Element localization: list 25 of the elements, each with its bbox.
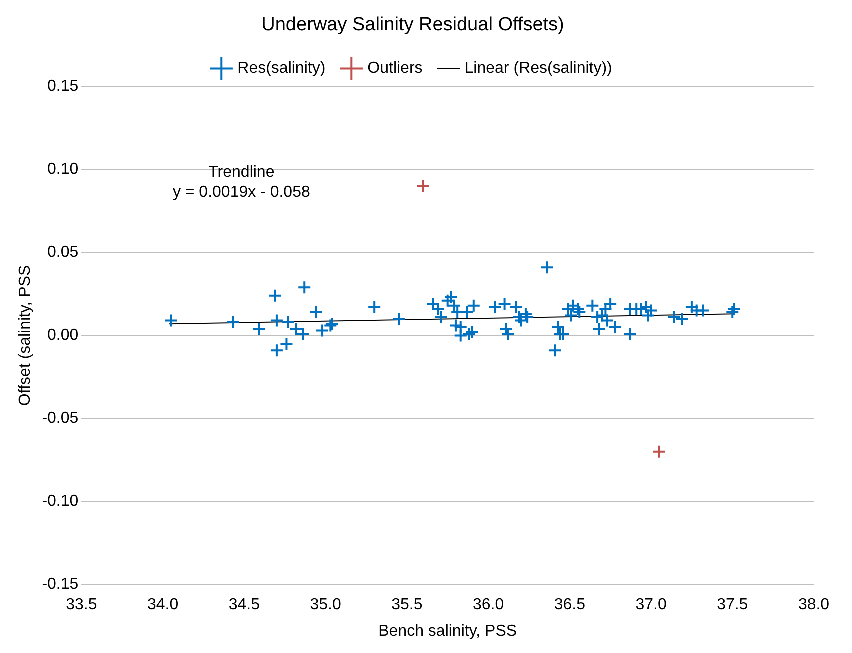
y-tick-label: -0.15 — [42, 576, 79, 594]
y-tick-label: 0.00 — [48, 327, 79, 344]
x-tick-label: 38.0 — [798, 596, 830, 614]
x-tick-label: 36.5 — [554, 596, 586, 614]
legend-label: Linear (Res(salinity)) — [464, 60, 612, 78]
y-tick-label: -0.10 — [42, 493, 79, 510]
legend-label: Outliers — [368, 60, 423, 78]
x-tick-label: 37.0 — [636, 596, 667, 614]
y-tick-label: 0.10 — [48, 161, 79, 178]
y-tick-label: 0.05 — [48, 244, 79, 262]
x-tick-label: 37.5 — [717, 596, 748, 614]
y-axis-title: Offset (salinity, PSS — [17, 265, 34, 406]
x-tick-label: 33.5 — [66, 596, 98, 614]
y-tick-label: 0.15 — [48, 78, 79, 96]
x-tick-label: 34.0 — [147, 596, 179, 614]
annotation: y = 0.0019x - 0.058 — [172, 184, 310, 202]
legend-label: Res(salinity) — [238, 60, 326, 78]
annotation: Trendline — [208, 164, 275, 182]
chart-title: Underway Salinity Residual Offsets) — [262, 14, 564, 36]
x-axis-title: Bench salinity, PSS — [378, 622, 518, 640]
x-tick-label: 35.5 — [392, 596, 423, 614]
x-tick-label: 35.0 — [310, 596, 342, 614]
x-tick-label: 34.5 — [228, 596, 260, 614]
x-tick-label: 36.0 — [472, 596, 504, 614]
y-tick-label: -0.05 — [42, 410, 79, 428]
